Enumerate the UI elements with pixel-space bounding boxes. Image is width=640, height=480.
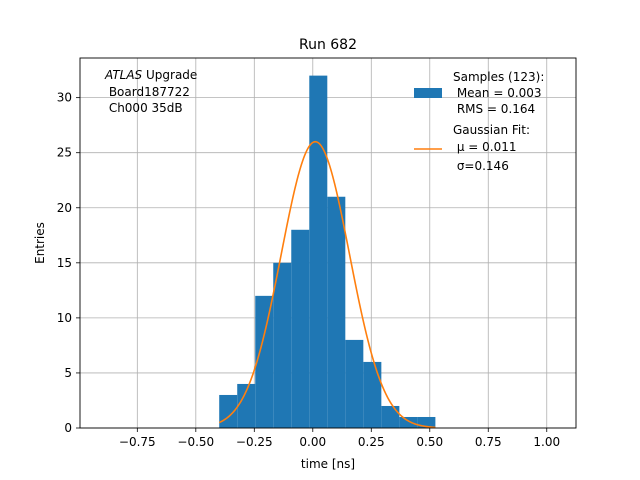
x-tick-label: −0.75	[119, 435, 156, 449]
legend-fit-line2: μ = 0.011	[453, 140, 517, 154]
legend-samples-line3: RMS = 0.164	[453, 102, 535, 116]
x-tick-label: 1.00	[533, 435, 560, 449]
legend-samples-line1: Samples (123):	[453, 70, 544, 84]
chart-title: Run 682	[299, 37, 357, 53]
histogram-bar	[363, 361, 382, 428]
x-tick-label: 0.25	[358, 435, 385, 449]
gaussian-fit-curve	[218, 140, 436, 429]
histogram-bars	[219, 75, 436, 428]
plot-frame	[79, 57, 577, 429]
atlas-annotation: ATLAS Upgrade Board187722 Ch000 35dB	[104, 68, 197, 115]
histogram-bar	[345, 339, 364, 428]
y-axis-label: Entries	[33, 222, 47, 264]
legend-fit-line3: σ=0.146	[453, 159, 509, 173]
histogram-bar	[237, 383, 256, 428]
legend-fit-line1: Gaussian Fit:	[453, 123, 530, 137]
histogram-bar	[417, 416, 436, 428]
histogram-bar	[255, 295, 274, 428]
x-tick-label: −0.50	[177, 435, 214, 449]
histogram-bar	[399, 416, 418, 428]
histogram-bar	[327, 196, 346, 428]
y-tick-label: 15	[57, 256, 72, 270]
legend-samples-line2: Mean = 0.003	[453, 86, 542, 100]
x-tick-label: −0.25	[236, 435, 273, 449]
histogram-bar	[381, 405, 400, 428]
x-tick-label: 0.50	[416, 435, 443, 449]
x-tick-label: 0.00	[299, 435, 326, 449]
x-tick-label: 0.75	[475, 435, 502, 449]
legend: Samples (123): Mean = 0.003 RMS = 0.164 …	[414, 70, 544, 173]
histogram-bar	[273, 262, 292, 428]
y-tick-label: 25	[57, 146, 72, 160]
histogram-bar	[291, 229, 310, 428]
atlas-label: ATLAS	[104, 68, 143, 82]
y-tick-label: 5	[64, 366, 72, 380]
y-tick-label: 0	[64, 421, 72, 435]
x-axis-ticks: −0.75 −0.50 −0.25 0.00 0.25 0.50 0.75 1.00	[119, 428, 560, 449]
legend-histogram-swatch	[414, 88, 442, 98]
histogram-bar	[309, 75, 328, 428]
y-axis-ticks: 0 5 10 15 20 25 30	[57, 91, 80, 435]
upgrade-label: Upgrade	[142, 68, 197, 82]
channel-label: Ch000 35dB	[105, 101, 183, 115]
svg-text:ATLAS Upgrade: ATLAS Upgrade	[104, 68, 197, 82]
y-tick-label: 20	[57, 201, 72, 215]
y-tick-label: 30	[57, 91, 72, 105]
board-label: Board187722	[105, 85, 190, 99]
y-tick-label: 10	[57, 311, 72, 325]
x-axis-label: time [ns]	[301, 457, 355, 471]
